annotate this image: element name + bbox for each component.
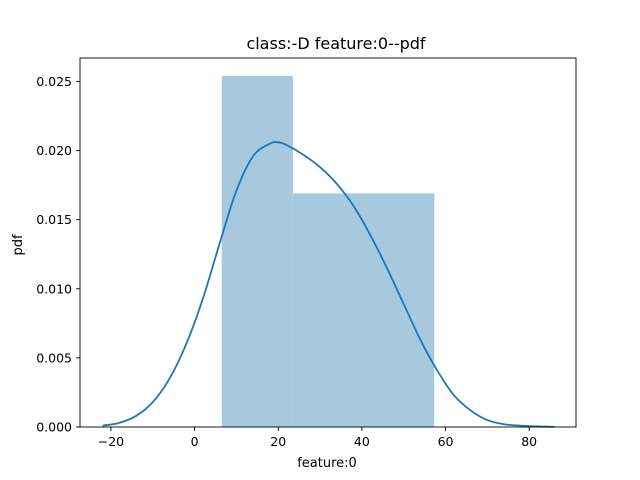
x-tick-label: 80: [521, 434, 537, 449]
y-axis-ticks: 0.000 0.005 0.010 0.015 0.020 0.025: [36, 74, 80, 435]
y-tick-label: 0.010: [36, 281, 72, 296]
histogram-bar-2: [292, 193, 435, 427]
x-axis-ticks: −20 0 20 40 60 80: [98, 427, 537, 449]
y-tick-label: 0.005: [36, 350, 72, 365]
y-tick-label: 0.020: [36, 143, 72, 158]
y-tick-label: 0.025: [36, 74, 72, 89]
x-tick-label: 40: [354, 434, 370, 449]
x-tick-label: −20: [98, 434, 124, 449]
y-axis-label: pdf: [11, 234, 26, 256]
x-tick-label: 60: [438, 434, 454, 449]
chart-title: class:-D feature:0--pdf: [246, 34, 425, 53]
x-tick-label: 0: [191, 434, 199, 449]
x-tick-label: 20: [270, 434, 286, 449]
y-tick-label: 0.000: [36, 420, 72, 435]
histogram-bars: [221, 75, 435, 427]
plot-frame: [79, 57, 577, 428]
x-axis-label: feature:0: [297, 456, 357, 471]
histogram-bar-1: [221, 75, 293, 427]
kde-curve: [102, 141, 555, 428]
y-tick-label: 0.015: [36, 212, 72, 227]
